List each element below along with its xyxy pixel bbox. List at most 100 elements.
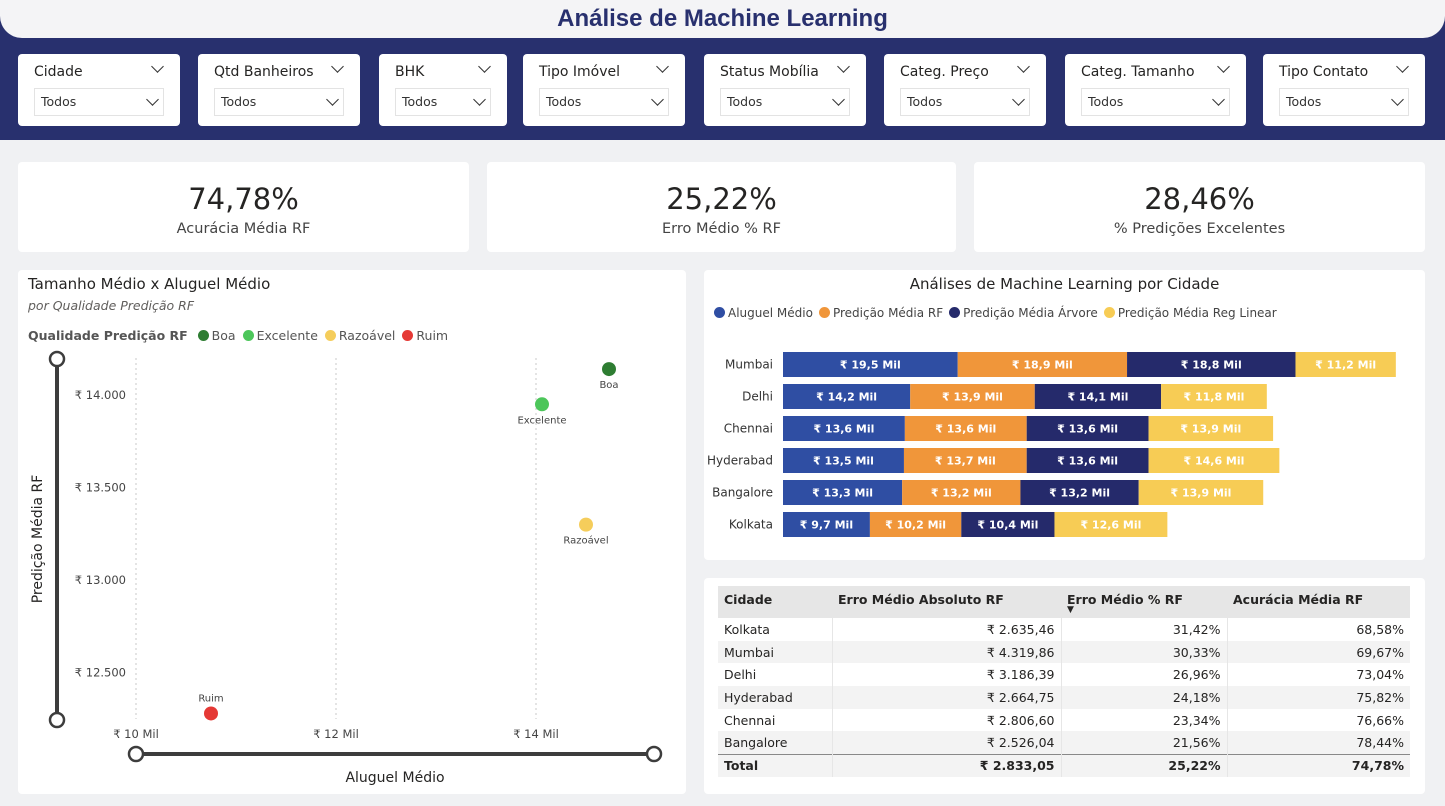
legend-item[interactable]: Predição Média Árvore xyxy=(949,306,1098,320)
bar-category-label: Kolkata xyxy=(729,518,773,532)
cell-value: 21,56% xyxy=(1061,731,1228,755)
bar-segment[interactable] xyxy=(1026,448,1149,473)
bar-segment[interactable] xyxy=(1138,480,1264,505)
legend-item-boa[interactable]: Boa xyxy=(197,328,236,343)
chevron-down-icon[interactable] xyxy=(656,60,669,75)
bar-segment[interactable] xyxy=(1026,416,1149,441)
bar-data-label: ₹ 14,2 Mil xyxy=(816,391,877,404)
bar-segment[interactable] xyxy=(783,480,903,505)
slicer-dropdown[interactable]: Todos xyxy=(395,88,491,116)
bar-segment[interactable] xyxy=(904,416,1027,441)
bar-data-label: ₹ 13,2 Mil xyxy=(1049,487,1110,500)
scatter-legend: Qualidade Predição RF Boa Excelente Razoáv… xyxy=(28,328,455,343)
slicer-dropdown[interactable]: Todos xyxy=(34,88,164,116)
scatter-point-excelente[interactable] xyxy=(535,397,549,412)
chevron-down-icon[interactable] xyxy=(1217,60,1230,75)
slicer-dropdown[interactable]: Todos xyxy=(1081,88,1230,116)
col-header-err-pct[interactable]: Erro Médio % RF ▼ xyxy=(1061,586,1227,618)
bar-data-label: ₹ 13,7 Mil xyxy=(935,455,996,468)
bar-segment[interactable] xyxy=(783,416,905,441)
table-row[interactable]: Delhi ₹ 3.186,39 26,96% 73,04% xyxy=(718,663,1410,687)
bar-data-label: ₹ 19,5 Mil xyxy=(840,359,901,372)
legend-item-razoável[interactable]: Razoável xyxy=(324,328,395,343)
chevron-down-icon[interactable] xyxy=(151,60,164,75)
bar-segment[interactable] xyxy=(1034,384,1162,409)
table-row[interactable]: Chennai ₹ 2.806,60 23,34% 76,66% xyxy=(718,708,1410,732)
bar-category-label: Delhi xyxy=(742,390,773,404)
bar-segment[interactable] xyxy=(1054,512,1168,537)
bar-segment[interactable] xyxy=(1295,352,1396,377)
x-zoom-handle-right[interactable] xyxy=(645,745,663,763)
bar-data-label: ₹ 13,9 Mil xyxy=(1180,423,1241,436)
bar-segment[interactable] xyxy=(910,384,1035,409)
cell-value: ₹ 4.319,86 xyxy=(832,640,1062,664)
bar-segment[interactable] xyxy=(1020,480,1139,505)
bar-segment[interactable] xyxy=(902,480,1021,505)
bar-segment[interactable] xyxy=(1148,416,1274,441)
bar-segment[interactable] xyxy=(783,352,958,377)
bar-segment[interactable] xyxy=(783,448,904,473)
bar-segment[interactable] xyxy=(1127,352,1296,377)
col-header-mae[interactable]: Erro Médio Absoluto RF xyxy=(832,586,1061,618)
kpi-label: Acurácia Média RF xyxy=(176,221,311,237)
cell-value: 23,34% xyxy=(1061,708,1228,732)
y-zoom-handle-top[interactable] xyxy=(48,350,66,368)
bar-segment[interactable] xyxy=(783,384,911,409)
slicer-dropdown[interactable]: Todos xyxy=(900,88,1030,116)
bar-data-label: ₹ 13,5 Mil xyxy=(813,455,874,468)
scatter-point-ruim[interactable] xyxy=(204,706,218,721)
chevron-down-icon[interactable] xyxy=(837,60,850,75)
legend-item-ruim[interactable]: Ruim xyxy=(402,328,448,343)
bar-segment[interactable] xyxy=(961,512,1055,537)
bar-segment[interactable] xyxy=(783,512,870,537)
chevron-down-icon[interactable] xyxy=(1396,60,1409,75)
scatter-point-boa[interactable] xyxy=(602,362,616,377)
slicer-qtd-banheiros[interactable]: Qtd Banheiros Todos xyxy=(198,54,360,126)
legend-item[interactable]: Predição Média RF xyxy=(818,306,943,320)
bar-segment[interactable] xyxy=(869,512,962,537)
bar-data-label: ₹ 14,6 Mil xyxy=(1183,455,1244,468)
slicer-dropdown[interactable]: Todos xyxy=(1279,88,1409,116)
y-tick-label: ₹ 12.500 xyxy=(75,666,126,680)
slicer-bhk[interactable]: BHK Todos xyxy=(379,54,507,126)
col-header-acc[interactable]: Acurácia Média RF xyxy=(1227,586,1410,618)
legend-item[interactable]: Aluguel Médio xyxy=(714,306,813,320)
bar-segment[interactable] xyxy=(903,448,1027,473)
chevron-down-icon[interactable] xyxy=(1017,60,1030,75)
table-row[interactable]: Hyderabad ₹ 2.664,75 24,18% 75,82% xyxy=(718,686,1410,709)
slicer-value: Todos xyxy=(546,94,582,109)
x-zoom-handle-left[interactable] xyxy=(127,745,145,763)
legend-item[interactable]: Predição Média Reg Linear xyxy=(1103,306,1277,320)
slicer-dropdown[interactable]: Todos xyxy=(720,88,850,116)
legend-marker xyxy=(818,307,830,318)
slicer-tipo-im-vel[interactable]: Tipo Imóvel Todos xyxy=(523,54,685,126)
slicer-dropdown[interactable]: Todos xyxy=(539,88,669,116)
col-header-cidade[interactable]: Cidade xyxy=(718,586,832,618)
bar-segment[interactable] xyxy=(957,352,1128,377)
table-row[interactable]: Bangalore ₹ 2.526,04 21,56% 78,44% xyxy=(718,731,1410,755)
metrics-table: Cidade Erro Médio Absoluto RF Erro Médio… xyxy=(718,586,1410,777)
slicer-dropdown[interactable]: Todos xyxy=(214,88,344,116)
slicer-tipo-contato[interactable]: Tipo Contato Todos xyxy=(1263,54,1425,126)
bar-segment[interactable] xyxy=(1148,448,1280,473)
slicer-status-mob-lia[interactable]: Status Mobília Todos xyxy=(704,54,866,126)
chevron-down-icon[interactable] xyxy=(478,60,491,75)
bar-data-label: ₹ 11,8 Mil xyxy=(1183,391,1244,404)
legend-marker xyxy=(949,307,961,318)
slicer-cidade[interactable]: Cidade Todos xyxy=(18,54,180,126)
bar-panel: Análises de Machine Learning por Cidade … xyxy=(704,270,1425,560)
chevron-down-icon xyxy=(1212,93,1225,108)
slicer-value: Todos xyxy=(1286,94,1322,109)
slicer-categ-pre-o[interactable]: Categ. Preço Todos xyxy=(884,54,1046,126)
point-label: Excelente xyxy=(517,415,566,426)
chevron-down-icon[interactable] xyxy=(331,60,344,75)
y-zoom-handle-bottom[interactable] xyxy=(48,711,66,729)
slicer-categ-tamanho[interactable]: Categ. Tamanho Todos xyxy=(1065,54,1246,126)
scatter-point-razoável[interactable] xyxy=(579,517,593,532)
slicer-value: Todos xyxy=(221,94,257,109)
bar-segment[interactable] xyxy=(1161,384,1267,409)
table-row[interactable]: Kolkata ₹ 2.635,46 31,42% 68,58% xyxy=(718,618,1410,641)
legend-item-excelente[interactable]: Excelente xyxy=(242,328,318,343)
bar-legend: Aluguel Médio Predição Média RF Predição M… xyxy=(714,306,1283,320)
table-row[interactable]: Mumbai ₹ 4.319,86 30,33% 69,67% xyxy=(718,640,1410,664)
